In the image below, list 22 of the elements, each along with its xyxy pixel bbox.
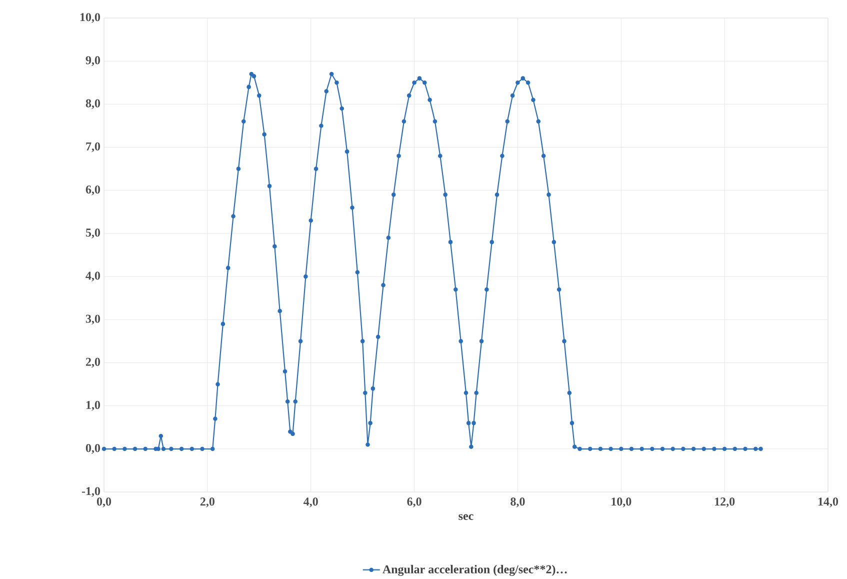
x-tick-label: 6,0 — [407, 498, 422, 508]
x-tick-label: 2,0 — [200, 498, 214, 508]
x-tick-label: 12,0 — [715, 498, 735, 508]
x-tick-label: 14,0 — [818, 498, 838, 508]
y-tick-label: 0,0 — [86, 444, 100, 454]
y-tick-label: 8,0 — [86, 99, 100, 110]
y-tick-label: -1,0 — [82, 487, 100, 498]
y-tick-label: 3,0 — [86, 314, 100, 325]
y-tick-label: 7,0 — [86, 142, 100, 152]
y-tick-label: 10,0 — [80, 13, 100, 24]
y-tick-label: 6,0 — [86, 186, 100, 196]
y-tick-label: 4,0 — [86, 272, 100, 282]
y-tick-label: 5,0 — [86, 228, 100, 238]
y-tick-label: 9,0 — [86, 56, 100, 66]
x-axis-title: sec — [458, 514, 474, 520]
legend-label: Angular acceleration (deg/sec**2)… — [382, 565, 567, 576]
x-tick-label: 0,0 — [96, 498, 112, 508]
x-tick-label: 10,0 — [612, 498, 632, 508]
y-tick-label: 1,0 — [86, 401, 100, 411]
x-tick-label: 8,0 — [510, 498, 525, 508]
x-tick-label: 4,0 — [304, 498, 318, 508]
y-tick-label: 2,0 — [86, 358, 100, 368]
